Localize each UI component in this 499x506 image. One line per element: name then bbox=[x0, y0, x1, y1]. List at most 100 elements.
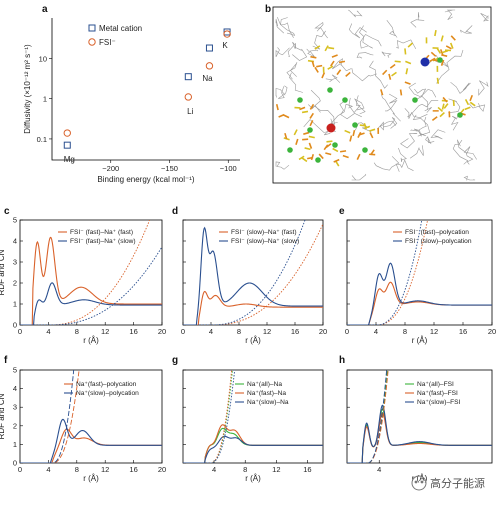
x-tick-label: 12 bbox=[101, 327, 109, 336]
x-axis-label: r (Å) bbox=[412, 336, 428, 345]
polymer-chain bbox=[275, 18, 285, 34]
x-tick-label: 12 bbox=[101, 465, 109, 474]
sodium-atom bbox=[437, 57, 443, 63]
polymer-chain bbox=[480, 13, 490, 22]
anion-bond bbox=[399, 89, 403, 96]
rdf-na-slow-polycation bbox=[20, 418, 162, 463]
anion-bond bbox=[303, 131, 310, 135]
x-tick-label: −100 bbox=[220, 164, 237, 173]
polymer-chain bbox=[382, 117, 398, 129]
data-point-circle bbox=[223, 30, 231, 38]
y-tick-label: 2 bbox=[13, 421, 17, 430]
x-tick-label: 4 bbox=[46, 327, 50, 336]
polymer-chain bbox=[385, 93, 398, 112]
anion-bond bbox=[308, 142, 313, 149]
anion-bond bbox=[442, 96, 448, 103]
anion-bond bbox=[301, 157, 308, 163]
point-label-li: Li bbox=[187, 107, 193, 116]
y-tick-label: 0 bbox=[13, 459, 17, 468]
curve-group bbox=[183, 370, 323, 463]
anion-bond bbox=[439, 111, 445, 118]
rdf-slow-fsi bbox=[347, 404, 492, 463]
polymer-chain bbox=[412, 114, 431, 137]
x-tick-label: 12 bbox=[263, 327, 271, 336]
x-tick-label: 4 bbox=[209, 327, 213, 336]
anion-bond bbox=[464, 106, 471, 111]
x-tick-label: 20 bbox=[319, 327, 327, 336]
y-tick-label: 4 bbox=[13, 237, 17, 246]
sodium-atom bbox=[307, 127, 313, 133]
watermark-icon-dot bbox=[420, 480, 424, 484]
y-tick-label: 0.1 bbox=[37, 135, 47, 144]
polymer-chain bbox=[408, 82, 437, 98]
plot-frame bbox=[182, 369, 324, 464]
anion-bond bbox=[339, 150, 347, 153]
anion-bond bbox=[356, 153, 361, 160]
anion-bond bbox=[314, 45, 321, 50]
polymer-chain bbox=[430, 129, 446, 140]
y-tick-label: 5 bbox=[13, 366, 17, 375]
polymer-chain bbox=[400, 133, 418, 149]
rdf-slow-fast bbox=[183, 290, 323, 325]
anion-bond bbox=[321, 72, 326, 79]
rdf-fast-polycation bbox=[347, 281, 492, 325]
anion-bond bbox=[441, 54, 448, 57]
curve-group bbox=[347, 220, 492, 325]
polymer-chain bbox=[348, 23, 367, 39]
anion-bond bbox=[314, 66, 319, 73]
anion-bond bbox=[342, 154, 349, 159]
watermark-icon bbox=[411, 475, 427, 491]
anion-bond bbox=[429, 57, 436, 63]
x-tick-label: 4 bbox=[374, 327, 378, 336]
rdf-fast-na bbox=[183, 424, 323, 463]
sodium-atom bbox=[327, 87, 333, 93]
polymer-chain bbox=[376, 120, 397, 131]
polymer-chain bbox=[356, 52, 374, 59]
anion-bond bbox=[333, 158, 340, 163]
anion-bond bbox=[407, 42, 414, 48]
point-label-mg: Mg bbox=[64, 155, 75, 164]
anion-bond bbox=[318, 153, 324, 160]
anion-bond bbox=[449, 42, 454, 49]
legend-marker-square bbox=[88, 24, 96, 32]
anion-bond bbox=[304, 147, 311, 151]
panel-letter-f: f bbox=[4, 355, 8, 366]
cn-all-na bbox=[183, 370, 233, 463]
sodium-atom bbox=[352, 122, 358, 128]
legend-entry-0: Na⁺(all)–FSI bbox=[417, 381, 454, 388]
polymer-chain bbox=[312, 30, 326, 50]
panel-letter-h: h bbox=[339, 355, 345, 366]
polymer-chain bbox=[286, 62, 298, 80]
polymer-chain bbox=[278, 85, 288, 99]
rdf-all-fsi bbox=[347, 408, 492, 463]
plot-frame bbox=[182, 219, 324, 326]
y-tick-label: 1 bbox=[13, 440, 17, 449]
anion-bond bbox=[316, 64, 323, 68]
panel-d-rdf: 0 4 8 12 16 20 r (Å) FSI⁻ (slow)–Na⁺ (fast) FSI⁻… bbox=[181, 219, 327, 345]
panel-a-scatter: −200 −150 −100 0.1 1 10 Binding energy (kcal m… bbox=[23, 18, 240, 184]
legend-entry-1: FSI⁻ (fast)–Na⁺ (slow) bbox=[70, 238, 136, 245]
sodium-atom bbox=[297, 97, 303, 103]
polymer-chain bbox=[407, 100, 439, 118]
polymer-chain bbox=[339, 101, 362, 120]
x-tick-label: 16 bbox=[459, 327, 467, 336]
anion-bond bbox=[278, 113, 285, 118]
x-tick-label: 8 bbox=[243, 465, 247, 474]
anion-bond bbox=[437, 106, 444, 113]
rdf-fast-slow bbox=[20, 282, 162, 325]
legend-entry-1: FSI⁻ (slow)–polycation bbox=[405, 238, 472, 245]
x-tick-label: 20 bbox=[158, 465, 166, 474]
legend-entry-0: Na⁺(all)–Na bbox=[247, 381, 282, 388]
panel-g-rdf: 4 8 12 16 r (Å) Na⁺(all)–Na Na⁺(fast)–Na Na⁺(sl… bbox=[182, 369, 324, 483]
sodium-atom bbox=[412, 97, 418, 103]
rdf-slow-na bbox=[183, 435, 323, 463]
cn-slow-slow bbox=[183, 220, 306, 325]
polymer-chain bbox=[332, 58, 352, 72]
cn-slow-na bbox=[183, 370, 236, 463]
x-tick-label: 20 bbox=[158, 327, 166, 336]
polymer-chain bbox=[373, 156, 400, 171]
anion-bond bbox=[293, 129, 298, 136]
anion-bond bbox=[309, 103, 315, 110]
anion-bond bbox=[323, 144, 329, 151]
